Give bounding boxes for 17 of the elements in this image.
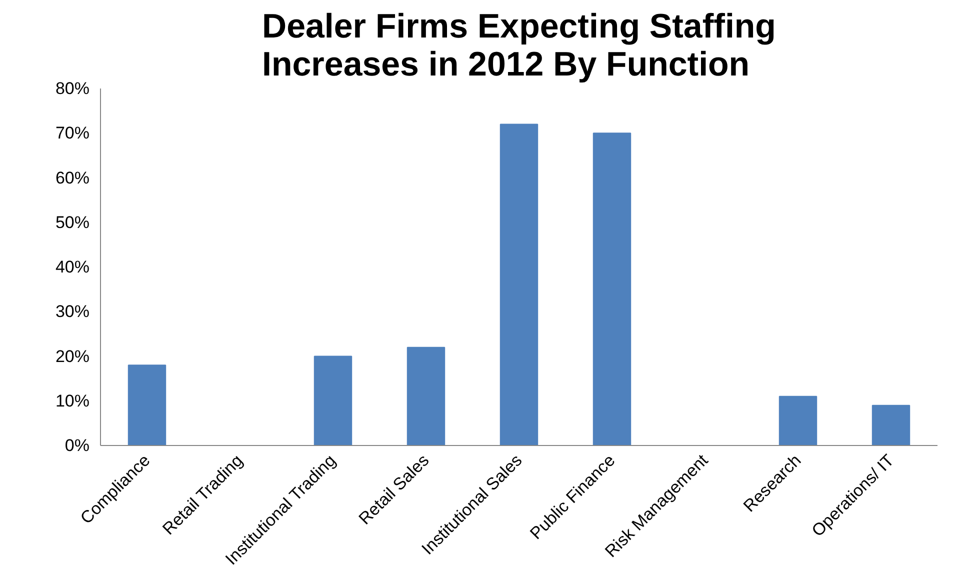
y-tick-label: 50%	[55, 212, 90, 232]
y-tick-label: 70%	[55, 124, 90, 143]
bar	[406, 346, 446, 446]
y-tick-label: 20%	[55, 346, 90, 366]
bar	[778, 396, 818, 446]
bar	[314, 356, 352, 446]
bar	[128, 364, 166, 446]
y-tick-label: 30%	[55, 302, 90, 322]
y-tick-label: 60%	[55, 168, 90, 188]
chart-title: Dealer Firms Expecting Staffing Increases in 2012 By Function	[262, 8, 776, 84]
bar	[872, 404, 910, 446]
y-tick-label: 40%	[55, 258, 90, 276]
y-tick-label: 80%	[55, 79, 90, 98]
y-tick-label: 10%	[55, 391, 90, 410]
bar	[500, 124, 538, 446]
bar	[592, 132, 632, 446]
y-tick-label: 0%	[64, 436, 90, 455]
